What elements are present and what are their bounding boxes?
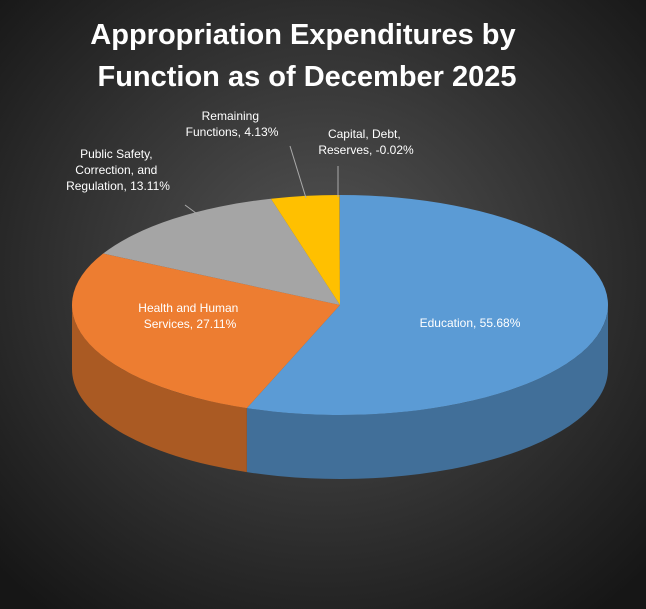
slice-side <box>72 305 247 473</box>
data-label: Health and Human Services, 27.11% <box>138 301 241 331</box>
pie-slice <box>270 195 340 305</box>
pie-slice <box>72 253 341 409</box>
chart-title: Appropriation Expenditures by Function a… <box>90 19 523 93</box>
slice-side <box>246 305 608 479</box>
pie-slice <box>246 195 609 415</box>
data-label: Capital, Debt, Reserves, -0.02% <box>318 127 414 157</box>
data-label: Public Safety, Correction, and Regulatio… <box>66 147 170 193</box>
data-label: Remaining Functions, 4.13% <box>186 109 279 139</box>
leader-line <box>184 204 201 217</box>
leader-line <box>289 145 307 199</box>
pie-slice <box>103 198 340 305</box>
data-label: Education, 55.68% <box>420 316 521 330</box>
